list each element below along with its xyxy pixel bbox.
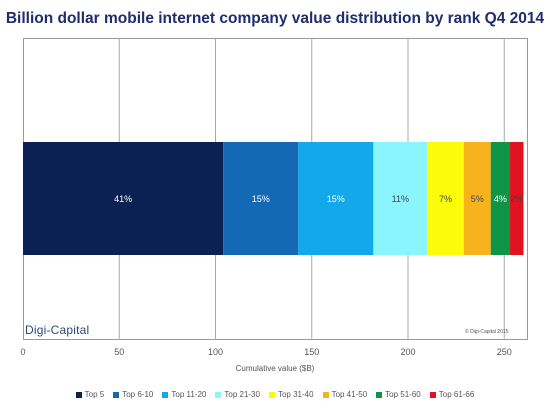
legend-swatch <box>268 391 275 398</box>
legend-label: Top 51-60 <box>385 390 421 399</box>
x-tick-label: 250 <box>497 347 512 357</box>
data-label: 11% <box>392 194 409 204</box>
legend-label: Top 11-20 <box>171 390 207 399</box>
legend-label: Top 61-66 <box>438 390 475 399</box>
legend-label: Top 21-30 <box>224 390 260 399</box>
chart-legend: Top 5 Top 6-10 Top 11-20 Top 21-30 Top 31-40… <box>0 390 550 399</box>
x-axis-label: Cumulative value ($B) <box>235 364 315 373</box>
data-label: 41% <box>114 194 132 204</box>
legend-swatch <box>429 391 436 398</box>
copyright-note: © Digi-Capital 2015 <box>465 329 509 335</box>
x-tick-label: 0 <box>20 347 25 357</box>
legend-label: Top 31-40 <box>277 390 314 399</box>
data-label: 5% <box>471 194 484 204</box>
legend-label: Top 41-50 <box>331 390 368 399</box>
data-label: 7% <box>439 194 452 204</box>
data-label: 15% <box>252 194 270 204</box>
data-label: 4% <box>494 194 507 204</box>
x-tick-label: 150 <box>304 347 319 357</box>
bar-segment <box>223 142 299 255</box>
data-label: 15% <box>327 194 345 204</box>
x-tick-label: 50 <box>114 347 124 357</box>
bar-segment <box>298 142 374 255</box>
legend-item: Top 31-40 <box>268 390 314 399</box>
data-label: 2% <box>510 194 523 204</box>
legend-label: Top 5 <box>84 390 105 399</box>
legend-swatch <box>215 391 222 398</box>
bar-segment <box>510 142 524 255</box>
chart-title: Billion dollar mobile internet company v… <box>5 10 545 27</box>
legend-swatch <box>376 391 383 398</box>
bar-segment <box>463 142 491 255</box>
legend-swatch <box>113 391 120 398</box>
bar-segment <box>427 142 464 255</box>
legend-label: Top 6-10 <box>122 390 154 399</box>
x-tick-label: 200 <box>400 347 415 357</box>
brand-logo: Digi-Capital <box>25 323 90 337</box>
legend-item: Top 6-10 <box>113 390 153 399</box>
legend-swatch <box>162 391 169 398</box>
legend-item: Top 21-30 <box>215 390 260 399</box>
legend-item: Top 61-66 <box>429 390 475 399</box>
legend-item: Top 41-50 <box>322 390 368 399</box>
legend-swatch <box>75 391 82 398</box>
legend-swatch <box>322 391 329 398</box>
bar-segment <box>373 142 428 255</box>
legend-item: Top 51-60 <box>376 390 421 399</box>
legend-item: Top 5 <box>75 390 105 399</box>
bar-segment <box>23 142 224 255</box>
x-tick-label: 100 <box>208 347 223 357</box>
legend-item: Top 11-20 <box>162 390 206 399</box>
bar-segment <box>490 142 511 255</box>
